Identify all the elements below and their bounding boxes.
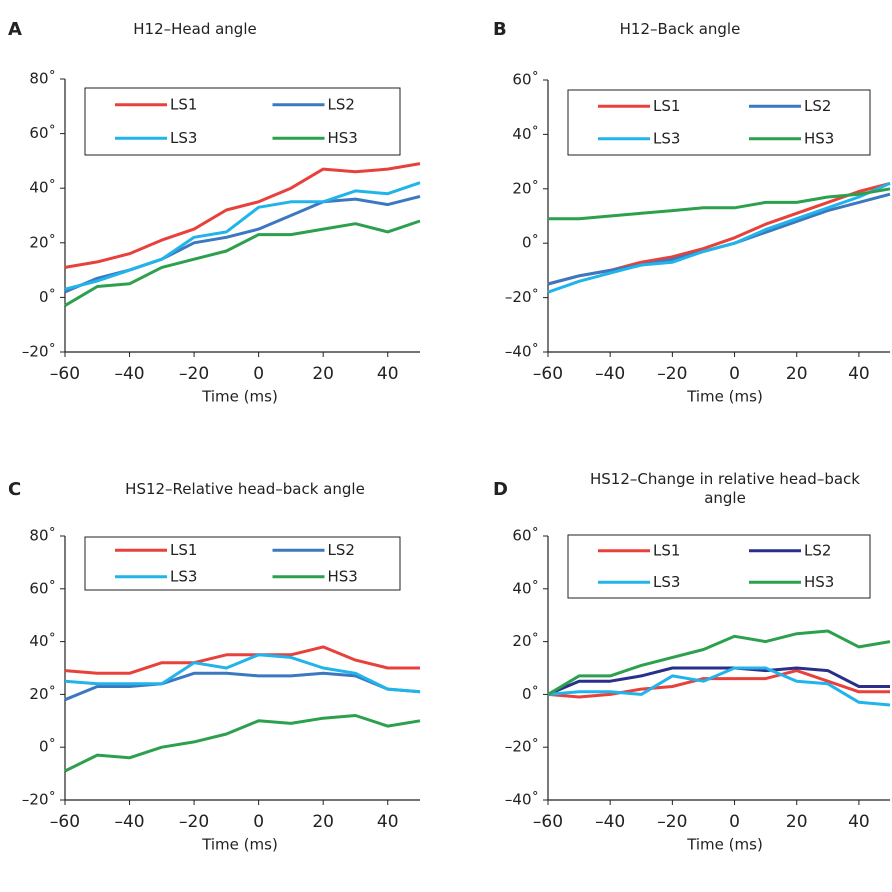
y-tick-label: 20˚ bbox=[512, 179, 539, 197]
x-tick-label: 40 bbox=[848, 812, 870, 832]
y-tick-label: 0˚ bbox=[39, 738, 56, 756]
x-tick-label: 40 bbox=[848, 364, 870, 384]
y-tick-label: 20˚ bbox=[29, 685, 56, 703]
y-tick-label: 40˚ bbox=[29, 632, 56, 650]
x-tick-label: –40 bbox=[114, 364, 144, 384]
series-line bbox=[64, 714, 421, 773]
x-tick-label: –20 bbox=[179, 812, 209, 832]
series-line bbox=[548, 187, 891, 221]
x-tick-label: –40 bbox=[595, 812, 625, 832]
legend-label: LS2 bbox=[328, 541, 355, 559]
y-tick-label: 20˚ bbox=[29, 233, 56, 251]
y-tick-label: 60˚ bbox=[512, 71, 539, 89]
series-line bbox=[547, 181, 891, 286]
x-tick-label: –40 bbox=[595, 364, 625, 384]
y-tick-label: –20˚ bbox=[505, 738, 539, 756]
x-tick-label: 40 bbox=[377, 812, 399, 832]
x-tick-label: 20 bbox=[786, 364, 808, 384]
x-tick-label: 0 bbox=[253, 364, 264, 384]
y-tick-label: –40˚ bbox=[505, 791, 539, 809]
legend-label: LS3 bbox=[653, 573, 680, 591]
chart-title: H12–Back angle bbox=[619, 20, 741, 38]
legend-label: LS3 bbox=[170, 567, 197, 585]
x-tick-label: –20 bbox=[657, 812, 687, 832]
series-line bbox=[64, 645, 420, 675]
series-line bbox=[64, 181, 421, 291]
y-tick-label: –20˚ bbox=[22, 343, 56, 361]
legend-box bbox=[84, 536, 401, 591]
legend-box bbox=[567, 89, 871, 156]
legend-label: LS3 bbox=[653, 129, 680, 147]
x-tick-label: 0 bbox=[729, 812, 740, 832]
panel-label: C bbox=[8, 479, 21, 500]
legend-box bbox=[84, 87, 401, 156]
panel-label: D bbox=[493, 479, 508, 500]
x-tick-label: 0 bbox=[729, 364, 740, 384]
legend-label: LS1 bbox=[170, 541, 197, 559]
series-line bbox=[64, 162, 421, 269]
y-tick-label: 60˚ bbox=[512, 527, 539, 545]
series-line bbox=[547, 669, 890, 699]
x-tick-label: 20 bbox=[312, 812, 334, 832]
x-tick-label: –20 bbox=[179, 364, 209, 384]
series-line bbox=[64, 653, 421, 694]
legend-label: LS1 bbox=[653, 541, 680, 559]
y-tick-label: 60˚ bbox=[29, 124, 56, 142]
x-tick-label: –40 bbox=[114, 812, 144, 832]
x-axis-label: Time (ms) bbox=[201, 388, 278, 406]
y-tick-label: 0˚ bbox=[522, 685, 539, 703]
series-line bbox=[547, 629, 891, 696]
x-axis-label: Time (ms) bbox=[686, 388, 763, 406]
legend-label: LS2 bbox=[804, 97, 831, 115]
chart-title: HS12–Change in relative head–back angle bbox=[590, 470, 860, 507]
x-axis-label: Time (ms) bbox=[201, 836, 278, 854]
series-line bbox=[547, 666, 890, 696]
x-tick-label: 20 bbox=[312, 364, 334, 384]
legend-label: LS1 bbox=[170, 95, 197, 113]
y-tick-label: –20˚ bbox=[505, 288, 539, 306]
legend-box bbox=[567, 534, 871, 599]
chart-title: H12–Head angle bbox=[133, 20, 257, 38]
x-tick-label: 40 bbox=[377, 364, 399, 384]
y-tick-label: –40˚ bbox=[505, 343, 539, 361]
x-tick-label: –60 bbox=[533, 812, 563, 832]
series-line bbox=[547, 182, 891, 294]
y-tick-label: 40˚ bbox=[512, 125, 539, 143]
y-tick-label: 20˚ bbox=[512, 632, 539, 650]
legend-label: HS3 bbox=[328, 567, 358, 585]
chart-title: HS12–Relative head–back angle bbox=[125, 480, 365, 498]
legend-label: LS1 bbox=[653, 97, 680, 115]
y-tick-label: 40˚ bbox=[29, 179, 56, 197]
series-line bbox=[64, 219, 421, 307]
y-tick-label: 60˚ bbox=[29, 579, 56, 597]
legend-label: HS3 bbox=[804, 573, 834, 591]
panel-label: B bbox=[493, 19, 507, 40]
legend-label: LS2 bbox=[328, 95, 355, 113]
x-tick-label: 0 bbox=[253, 812, 264, 832]
x-axis-label: Time (ms) bbox=[686, 836, 763, 854]
panel-label: A bbox=[8, 19, 22, 40]
y-tick-label: 0˚ bbox=[39, 288, 56, 306]
y-tick-label: 40˚ bbox=[512, 579, 539, 597]
legend-label: HS3 bbox=[328, 129, 358, 147]
y-tick-label: 0˚ bbox=[522, 234, 539, 252]
series-line bbox=[64, 671, 421, 702]
legend-label: LS3 bbox=[170, 129, 197, 147]
x-tick-label: 20 bbox=[786, 812, 808, 832]
y-tick-label: –20˚ bbox=[22, 791, 56, 809]
x-tick-label: –60 bbox=[533, 364, 563, 384]
x-tick-label: –60 bbox=[50, 812, 80, 832]
series-line bbox=[547, 666, 891, 707]
y-tick-label: 80˚ bbox=[29, 527, 56, 545]
x-tick-label: –60 bbox=[50, 364, 80, 384]
y-tick-label: 80˚ bbox=[29, 70, 56, 88]
legend-label: HS3 bbox=[804, 129, 834, 147]
legend-label: LS2 bbox=[804, 541, 831, 559]
x-tick-label: –20 bbox=[657, 364, 687, 384]
